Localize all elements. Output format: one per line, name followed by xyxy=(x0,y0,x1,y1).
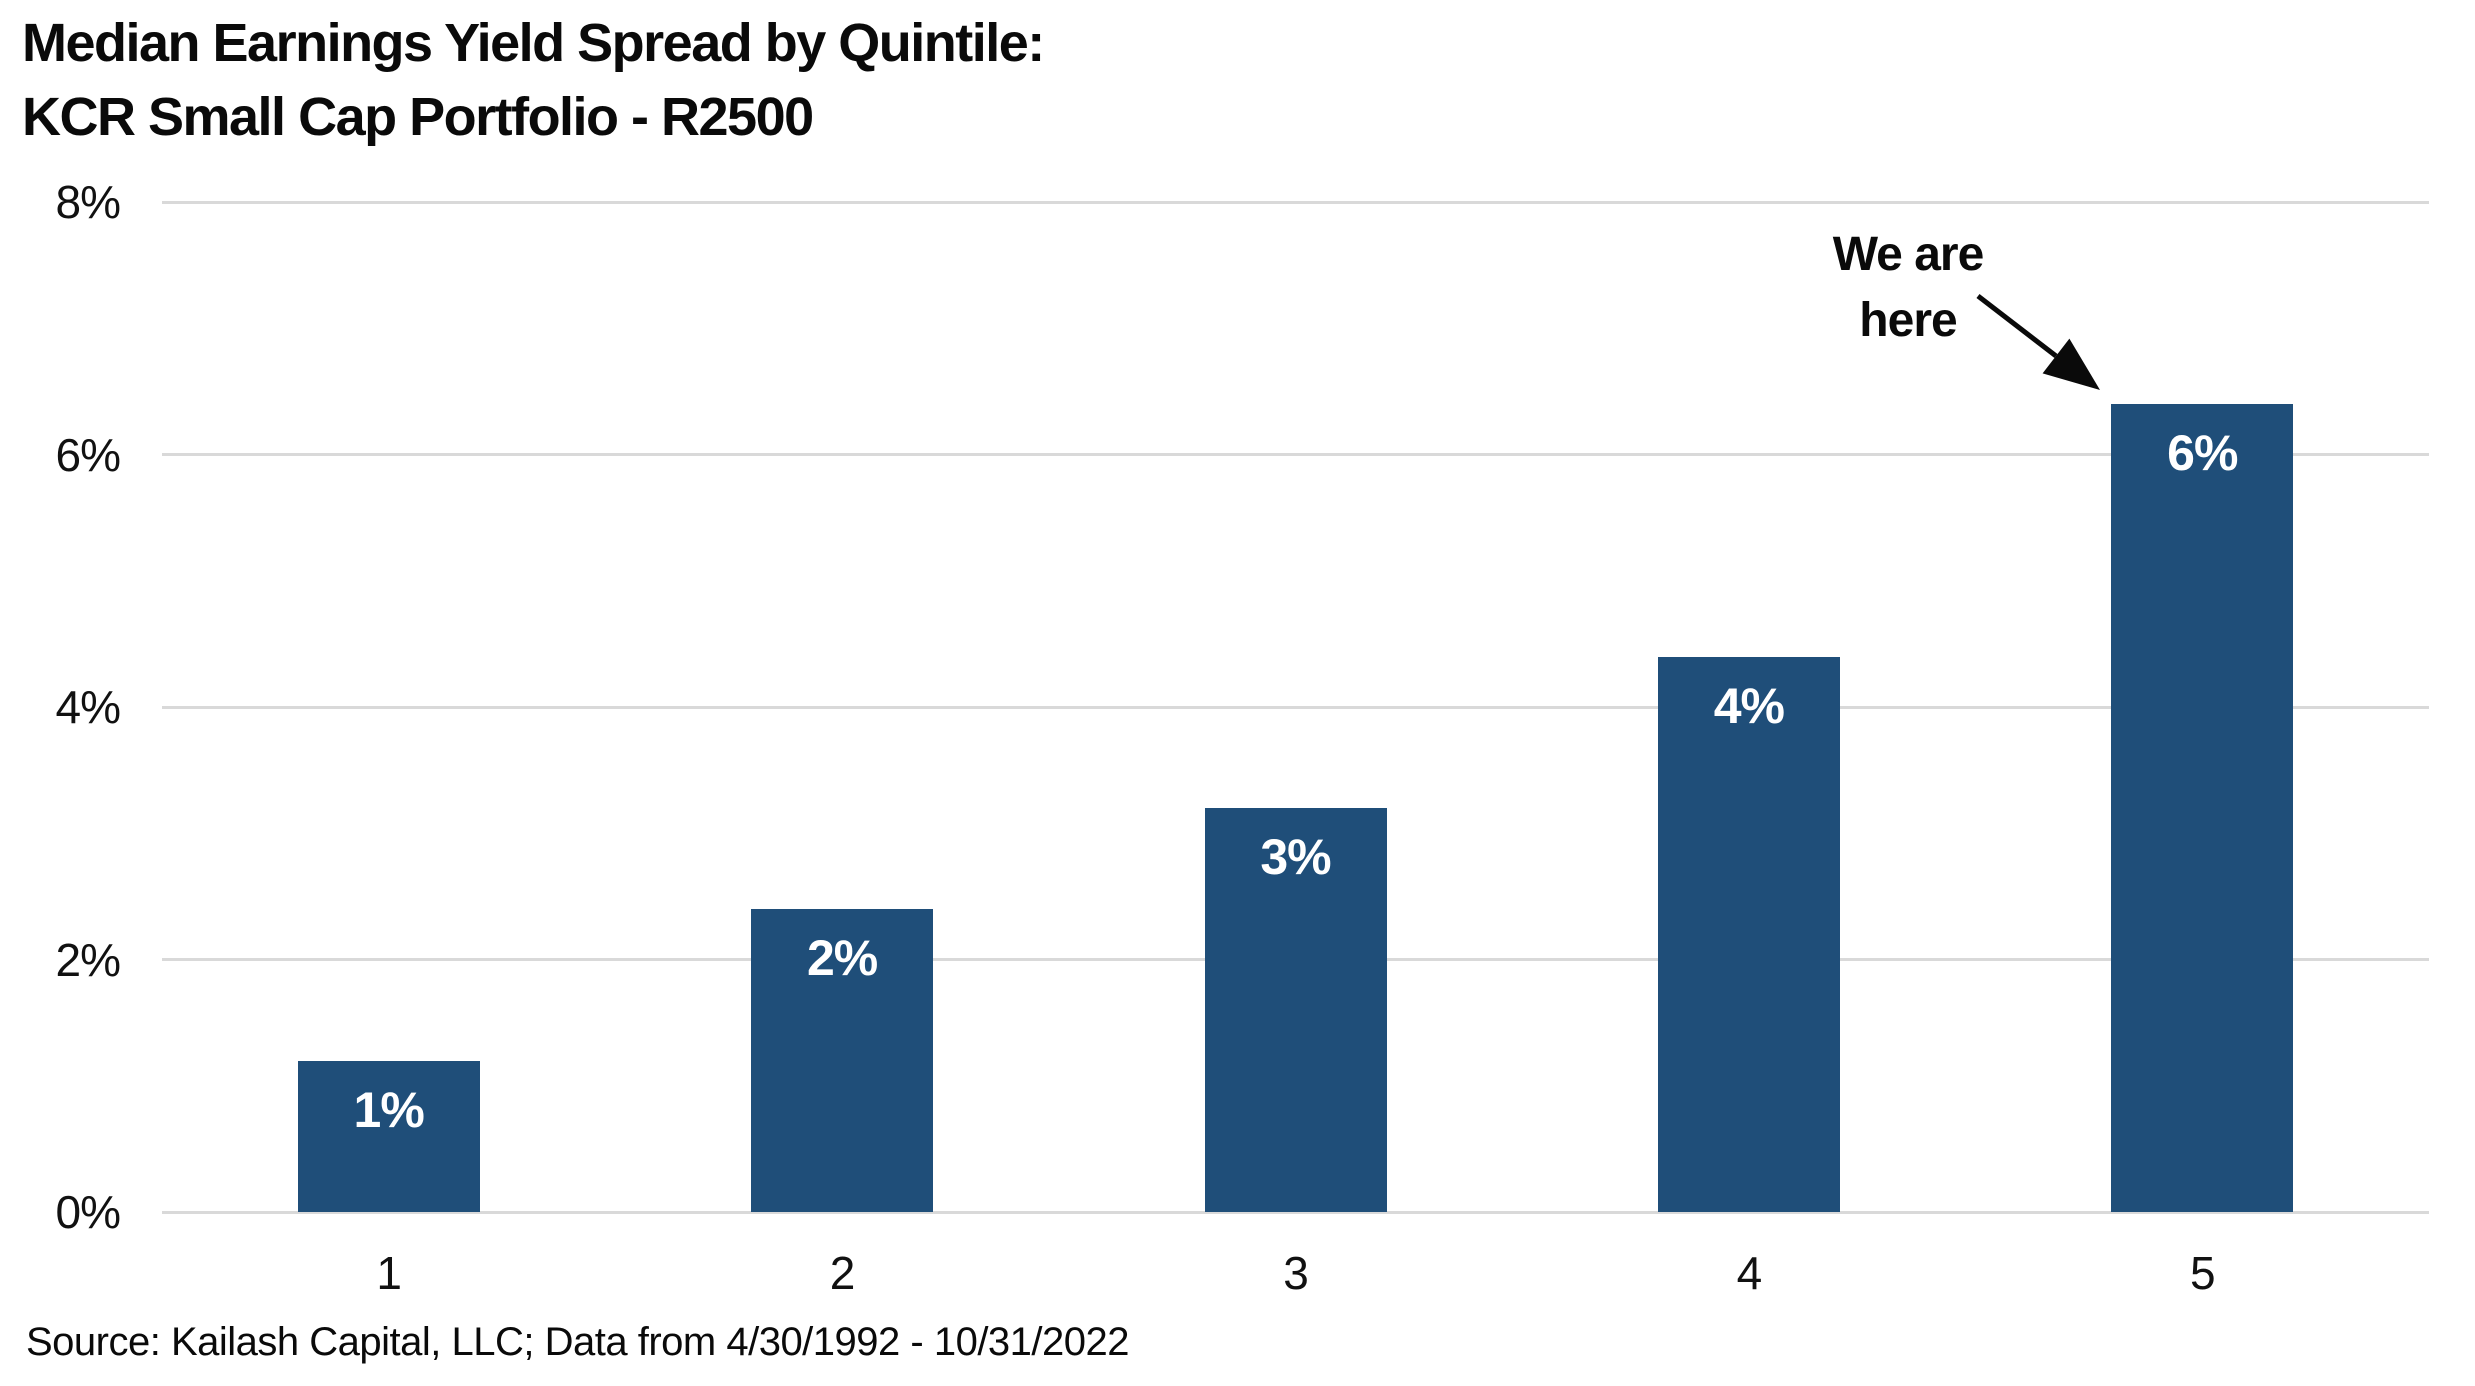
annotation-line2: here xyxy=(1859,294,1957,347)
bar-quintile-1: 1% xyxy=(297,1060,480,1212)
x-tick-label: 4 xyxy=(1736,1247,1763,1299)
y-tick-label: 2% xyxy=(55,933,121,986)
bar-value-label: 6% xyxy=(2167,425,2238,481)
source-note: Source: Kailash Capital, LLC; Data from … xyxy=(26,1320,1130,1364)
y-tick-label: 8% xyxy=(55,176,121,228)
x-tick-label: 2 xyxy=(829,1247,856,1299)
y-tick-label: 6% xyxy=(55,428,121,481)
x-tick-label: 3 xyxy=(1283,1247,1309,1299)
y-tick-label: 4% xyxy=(55,681,121,733)
annotation-line1: We are xyxy=(1832,228,1985,281)
y-tick-label: 0% xyxy=(55,1186,121,1238)
gridline xyxy=(162,1210,2429,1214)
gridline xyxy=(162,705,2429,709)
bar-quintile-3: 3% xyxy=(1204,808,1387,1212)
bar-value-label: 3% xyxy=(1260,829,1331,885)
chart-title-line1: Median Earnings Yield Spread by Quintile… xyxy=(22,13,1045,73)
gridline xyxy=(162,200,2429,204)
plot-area: 1% 2% 3% 4% 6% xyxy=(162,200,2429,1214)
annotation-we-are-here: We are here xyxy=(1750,222,2066,354)
bar-value-label: 4% xyxy=(1713,677,1785,734)
x-tick-label: 1 xyxy=(376,1247,402,1299)
chart-title: Median Earnings Yield Spread by Quintile… xyxy=(22,6,1045,154)
bar-quintile-5: 6% xyxy=(2111,404,2294,1212)
x-tick-label: 5 xyxy=(2189,1247,2216,1299)
gridline xyxy=(162,453,2429,456)
bar-quintile-4: 4% xyxy=(1657,656,1840,1212)
chart-title-line2: KCR Small Cap Portfolio - R2500 xyxy=(22,87,814,147)
bar-quintile-2: 2% xyxy=(751,909,934,1212)
bar-value-label: 2% xyxy=(806,930,878,986)
bar-value-label: 1% xyxy=(353,1081,425,1138)
